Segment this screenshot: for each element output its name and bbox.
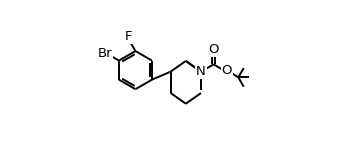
Text: Br: Br — [98, 47, 112, 60]
Text: O: O — [208, 43, 219, 56]
Text: O: O — [221, 64, 232, 77]
Text: F: F — [125, 30, 132, 43]
Text: N: N — [196, 65, 206, 78]
